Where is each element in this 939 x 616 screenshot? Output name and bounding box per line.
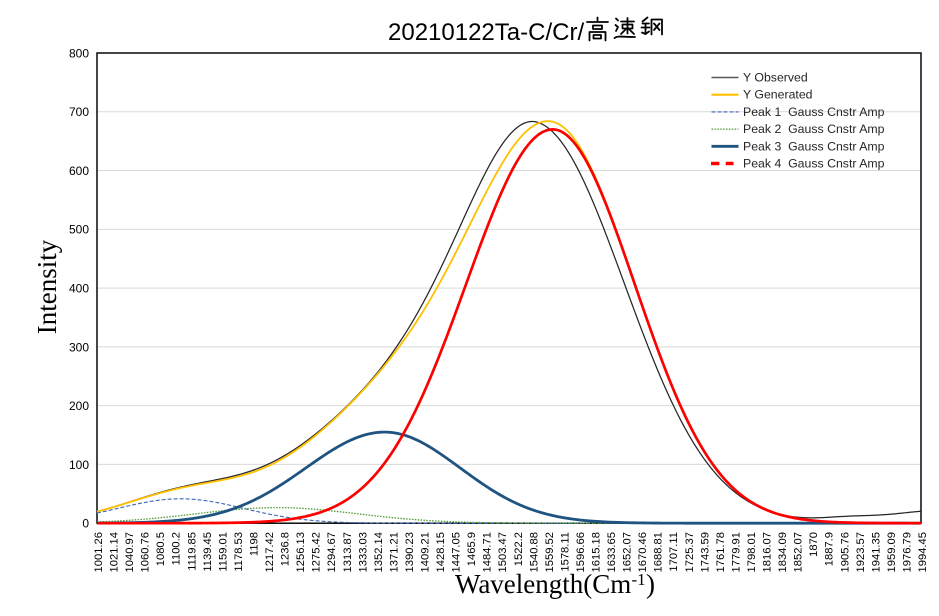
svg-text:300: 300 [69, 340, 89, 354]
svg-text:100: 100 [69, 458, 89, 472]
svg-text:1652.07: 1652.07 [622, 532, 634, 572]
svg-text:1743.59: 1743.59 [699, 532, 711, 572]
svg-text:700: 700 [69, 105, 89, 119]
svg-text:0: 0 [82, 517, 89, 531]
svg-text:1779.91: 1779.91 [730, 532, 742, 572]
svg-text:1119.85: 1119.85 [186, 532, 198, 571]
svg-text:1217.42: 1217.42 [264, 532, 276, 572]
svg-text:20210122Ta-C/Cr/: 20210122Ta-C/Cr/ [388, 19, 584, 46]
svg-text:Peak 4 Gauss Cnstr Amp: Peak 4 Gauss Cnstr Amp [743, 157, 885, 171]
svg-text:1633.65: 1633.65 [606, 532, 618, 572]
svg-text:): ) [646, 569, 655, 599]
svg-text:1294.67: 1294.67 [326, 532, 338, 572]
svg-text:800: 800 [69, 46, 89, 60]
svg-text:1707.11: 1707.11 [668, 532, 680, 572]
svg-text:1976.79: 1976.79 [902, 532, 914, 572]
svg-text:1834.09: 1834.09 [777, 532, 789, 572]
svg-text:1615.18: 1615.18 [591, 532, 603, 572]
svg-text:1816.07: 1816.07 [762, 532, 774, 572]
svg-text:1333.03: 1333.03 [357, 532, 369, 572]
svg-text:1040.97: 1040.97 [124, 532, 136, 572]
svg-text:Intensity: Intensity [32, 239, 62, 334]
svg-text:1100.2: 1100.2 [171, 532, 183, 565]
svg-text:1390.23: 1390.23 [404, 532, 416, 572]
svg-text:1275.42: 1275.42 [311, 532, 323, 572]
svg-text:1923.57: 1923.57 [855, 532, 867, 572]
svg-text:1503.47: 1503.47 [497, 532, 509, 572]
svg-text:1887.9: 1887.9 [824, 532, 836, 566]
svg-text:Wavelength(Cm: Wavelength(Cm [455, 569, 631, 599]
svg-text:1178.53: 1178.53 [233, 532, 245, 572]
svg-text:600: 600 [69, 164, 89, 178]
svg-text:1870: 1870 [808, 532, 820, 557]
svg-text:1941.35: 1941.35 [870, 532, 882, 572]
svg-text:Y Observed: Y Observed [743, 71, 808, 85]
svg-text:400: 400 [69, 282, 89, 296]
svg-text:-1: -1 [632, 570, 646, 589]
svg-text:Peak 3 Gauss Cnstr Amp: Peak 3 Gauss Cnstr Amp [743, 139, 885, 153]
svg-text:1080.5: 1080.5 [155, 532, 167, 566]
svg-text:1905.76: 1905.76 [839, 532, 851, 572]
svg-text:1139.45: 1139.45 [202, 532, 214, 572]
svg-text:1256.13: 1256.13 [295, 532, 307, 572]
svg-text:1198: 1198 [249, 532, 261, 556]
svg-text:1522.2: 1522.2 [513, 532, 525, 566]
svg-text:1540.88: 1540.88 [528, 532, 540, 572]
svg-text:1428.15: 1428.15 [435, 532, 447, 572]
svg-text:1959.09: 1959.09 [886, 532, 898, 572]
svg-text:1670.46: 1670.46 [637, 532, 649, 572]
svg-text:Peak 1 Gauss Cnstr Amp: Peak 1 Gauss Cnstr Amp [743, 105, 885, 119]
svg-text:1688.81: 1688.81 [653, 532, 665, 572]
svg-text:1994.45: 1994.45 [917, 532, 929, 572]
svg-text:1559.52: 1559.52 [544, 532, 556, 572]
svg-text:200: 200 [69, 399, 89, 413]
svg-text:1465.9: 1465.9 [466, 532, 478, 566]
svg-text:1001.26: 1001.26 [93, 532, 105, 572]
svg-text:1236.8: 1236.8 [280, 532, 292, 566]
svg-text:1852.07: 1852.07 [793, 532, 805, 572]
svg-text:1447.05: 1447.05 [451, 532, 463, 572]
svg-text:1761.78: 1761.78 [715, 532, 727, 572]
svg-text:1352.14: 1352.14 [373, 532, 385, 572]
svg-text:1313.87: 1313.87 [342, 532, 354, 572]
svg-text:1409.21: 1409.21 [420, 532, 432, 572]
svg-text:1484.71: 1484.71 [482, 532, 494, 572]
svg-text:1159.01: 1159.01 [217, 532, 229, 572]
svg-text:500: 500 [69, 223, 89, 237]
svg-text:1725.37: 1725.37 [684, 532, 696, 572]
svg-text:1596.66: 1596.66 [575, 532, 587, 572]
svg-text:1060.76: 1060.76 [140, 532, 152, 572]
svg-text:1021.14: 1021.14 [109, 532, 121, 572]
svg-text:1371.21: 1371.21 [388, 532, 400, 572]
svg-text:1578.11: 1578.11 [559, 532, 571, 572]
svg-text:1798.01: 1798.01 [746, 532, 758, 572]
svg-text:Peak 2 Gauss Cnstr Amp: Peak 2 Gauss Cnstr Amp [743, 122, 885, 136]
svg-text:Y Generated: Y Generated [743, 88, 813, 102]
